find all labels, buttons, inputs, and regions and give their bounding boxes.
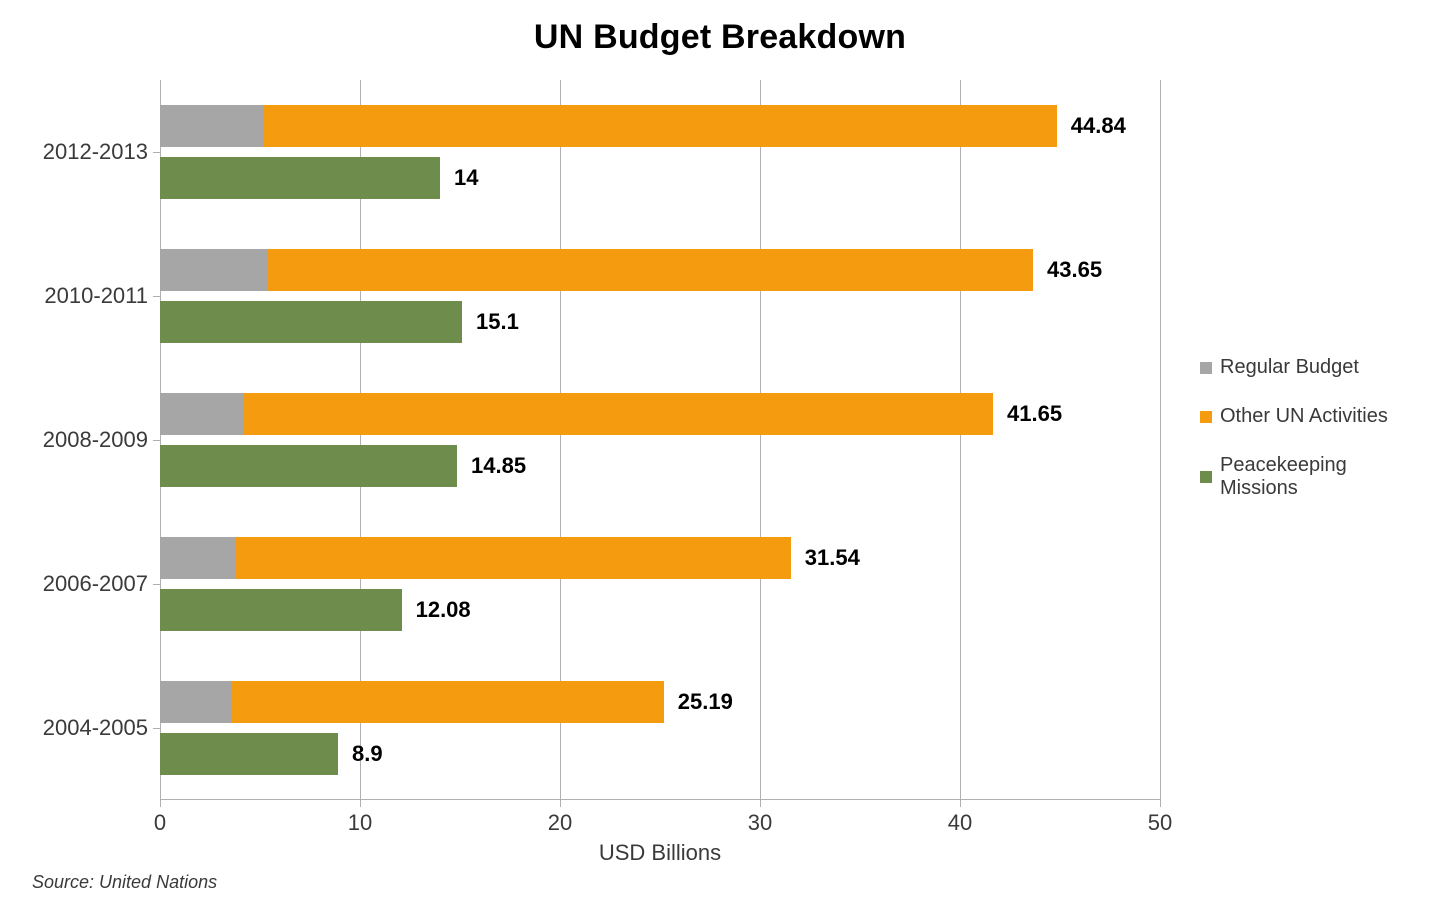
data-label-stacked: 44.84	[1071, 113, 1126, 139]
data-label-stacked: 41.65	[1007, 401, 1062, 427]
x-axis-label: USD Billions	[160, 840, 1160, 866]
legend-label: Peacekeeping Missions	[1220, 454, 1430, 500]
bar-regular-budget	[160, 681, 232, 723]
y-tick-label: 2006-2007	[43, 571, 148, 597]
data-label-stacked: 31.54	[805, 545, 860, 571]
data-label-peacekeeping: 14	[454, 165, 478, 191]
gridline	[1160, 80, 1161, 800]
source-note: Source: United Nations	[32, 872, 217, 893]
gridline	[760, 80, 761, 800]
bar-regular-budget	[160, 537, 236, 579]
bar-peacekeeping	[160, 301, 462, 343]
bar-other-activities	[232, 681, 664, 723]
x-tick-label: 40	[948, 810, 972, 836]
legend: Regular Budget Other UN Activities Peaceke…	[1200, 330, 1430, 526]
legend-swatch	[1200, 362, 1212, 374]
plot-area: 010203040502004-200525.198.92006-200731.…	[160, 80, 1160, 800]
x-tick-label: 10	[348, 810, 372, 836]
bar-peacekeeping	[160, 157, 440, 199]
gridline	[960, 80, 961, 800]
bar-regular-budget	[160, 105, 264, 147]
legend-label: Other UN Activities	[1220, 405, 1388, 428]
bar-other-activities	[268, 249, 1033, 291]
x-tick-mark	[960, 800, 961, 807]
chart-container: UN Budget Breakdown 0 10 20 30 40 50 2004-2005…	[0, 0, 1440, 900]
bar-regular-budget	[160, 249, 268, 291]
y-tick-mark	[153, 584, 160, 585]
y-tick-label: 2004-2005	[43, 715, 148, 741]
x-tick-label: 30	[748, 810, 772, 836]
chart-title: UN Budget Breakdown	[0, 18, 1440, 57]
y-tick-label: 2012-2013	[43, 139, 148, 165]
x-tick-mark	[1160, 800, 1161, 807]
legend-label: Regular Budget	[1220, 356, 1359, 379]
x-axis-line	[160, 799, 1160, 800]
x-tick-mark	[760, 800, 761, 807]
bar-peacekeeping	[160, 445, 457, 487]
x-tick-mark	[360, 800, 361, 807]
y-tick-mark	[153, 152, 160, 153]
y-tick-label: 2010-2011	[44, 283, 148, 309]
legend-swatch	[1200, 471, 1212, 483]
y-tick-mark	[153, 296, 160, 297]
x-tick-label: 50	[1148, 810, 1172, 836]
data-label-peacekeeping: 8.9	[352, 741, 383, 767]
bar-peacekeeping	[160, 733, 338, 775]
y-tick-label: 2008-2009	[43, 427, 148, 453]
bar-other-activities	[244, 393, 993, 435]
bar-regular-budget	[160, 393, 244, 435]
data-label-peacekeeping: 14.85	[471, 453, 526, 479]
bar-peacekeeping	[160, 589, 402, 631]
y-tick-mark	[153, 440, 160, 441]
data-label-stacked: 43.65	[1047, 257, 1102, 283]
bar-other-activities	[236, 537, 791, 579]
legend-item: Other UN Activities	[1200, 405, 1430, 428]
legend-item: Peacekeeping Missions	[1200, 454, 1430, 500]
data-label-stacked: 25.19	[678, 689, 733, 715]
bar-other-activities	[264, 105, 1057, 147]
x-tick-label: 20	[548, 810, 572, 836]
data-label-peacekeeping: 15.1	[476, 309, 519, 335]
y-tick-mark	[153, 728, 160, 729]
data-label-peacekeeping: 12.08	[416, 597, 471, 623]
x-tick-label: 0	[154, 810, 166, 836]
x-tick-mark	[560, 800, 561, 807]
legend-swatch	[1200, 411, 1212, 423]
legend-item: Regular Budget	[1200, 356, 1430, 379]
x-tick-mark	[160, 800, 161, 807]
